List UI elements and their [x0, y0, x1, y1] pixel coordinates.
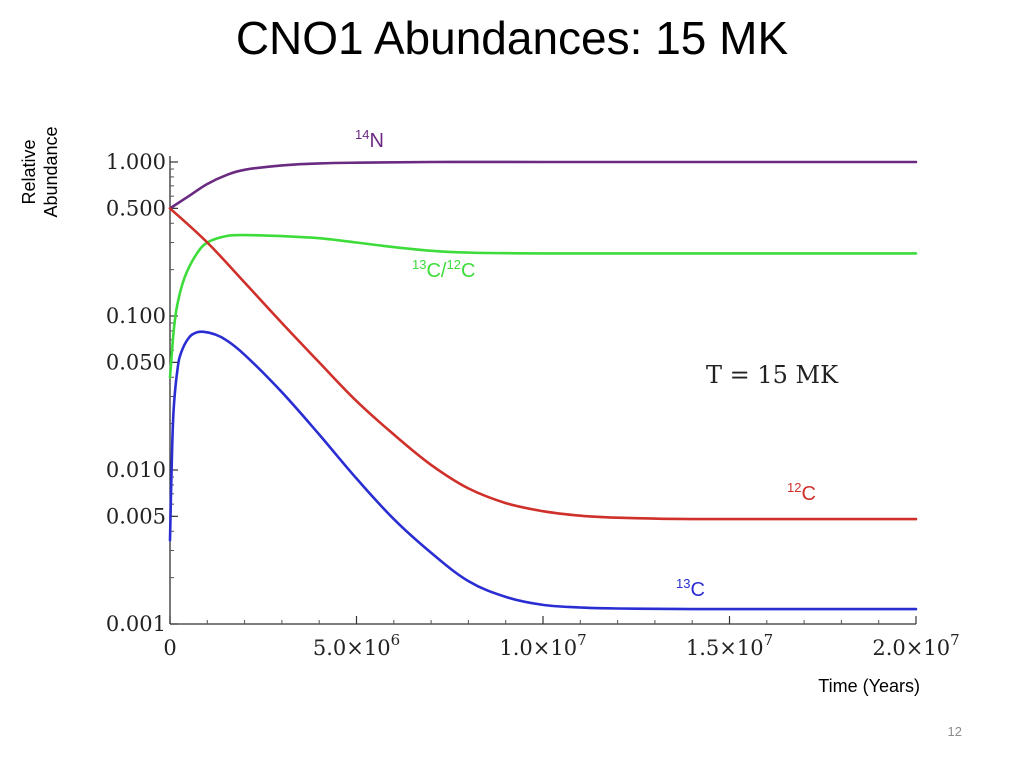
series-label-12C: 12C [787, 480, 816, 505]
y-tick-label: 0.001 [106, 612, 166, 636]
y-tick-label: 0.005 [106, 504, 166, 528]
page-number: 12 [947, 724, 962, 739]
temperature-annotation: T = 15 MK [706, 361, 839, 389]
series-label-13C-12C: 13C/12C [412, 257, 475, 282]
series-label-13C: 13C [676, 576, 705, 601]
series-line-13C-12C [168, 233, 918, 379]
y-tick-label: 0.050 [106, 350, 166, 374]
y-tick-label: 0.500 [106, 196, 166, 220]
y-tick-label: 0.100 [106, 304, 166, 328]
series-labels: 14N 13C/12C 12C 13C [355, 127, 816, 601]
series-lines [168, 160, 918, 611]
series-label-14N: 14N [355, 127, 384, 152]
series-line-13C [168, 330, 918, 611]
series-line-14N [168, 160, 918, 210]
x-tick-label: 0 [163, 636, 176, 660]
slide-title: CNO1 Abundances: 15 MK [235, 12, 789, 64]
x-tick-label: 1.0×107 [499, 631, 586, 660]
x-tick-label: 2.0×107 [872, 631, 959, 660]
x-tick-label: 1.5×107 [686, 631, 773, 660]
y-tick-label: 0.010 [106, 458, 166, 482]
series-line-12C [168, 207, 918, 521]
x-axis-label: Time (Years) [818, 676, 920, 696]
y-tick-label: 1.000 [106, 150, 166, 174]
x-tick-label: 5.0×106 [313, 631, 400, 660]
